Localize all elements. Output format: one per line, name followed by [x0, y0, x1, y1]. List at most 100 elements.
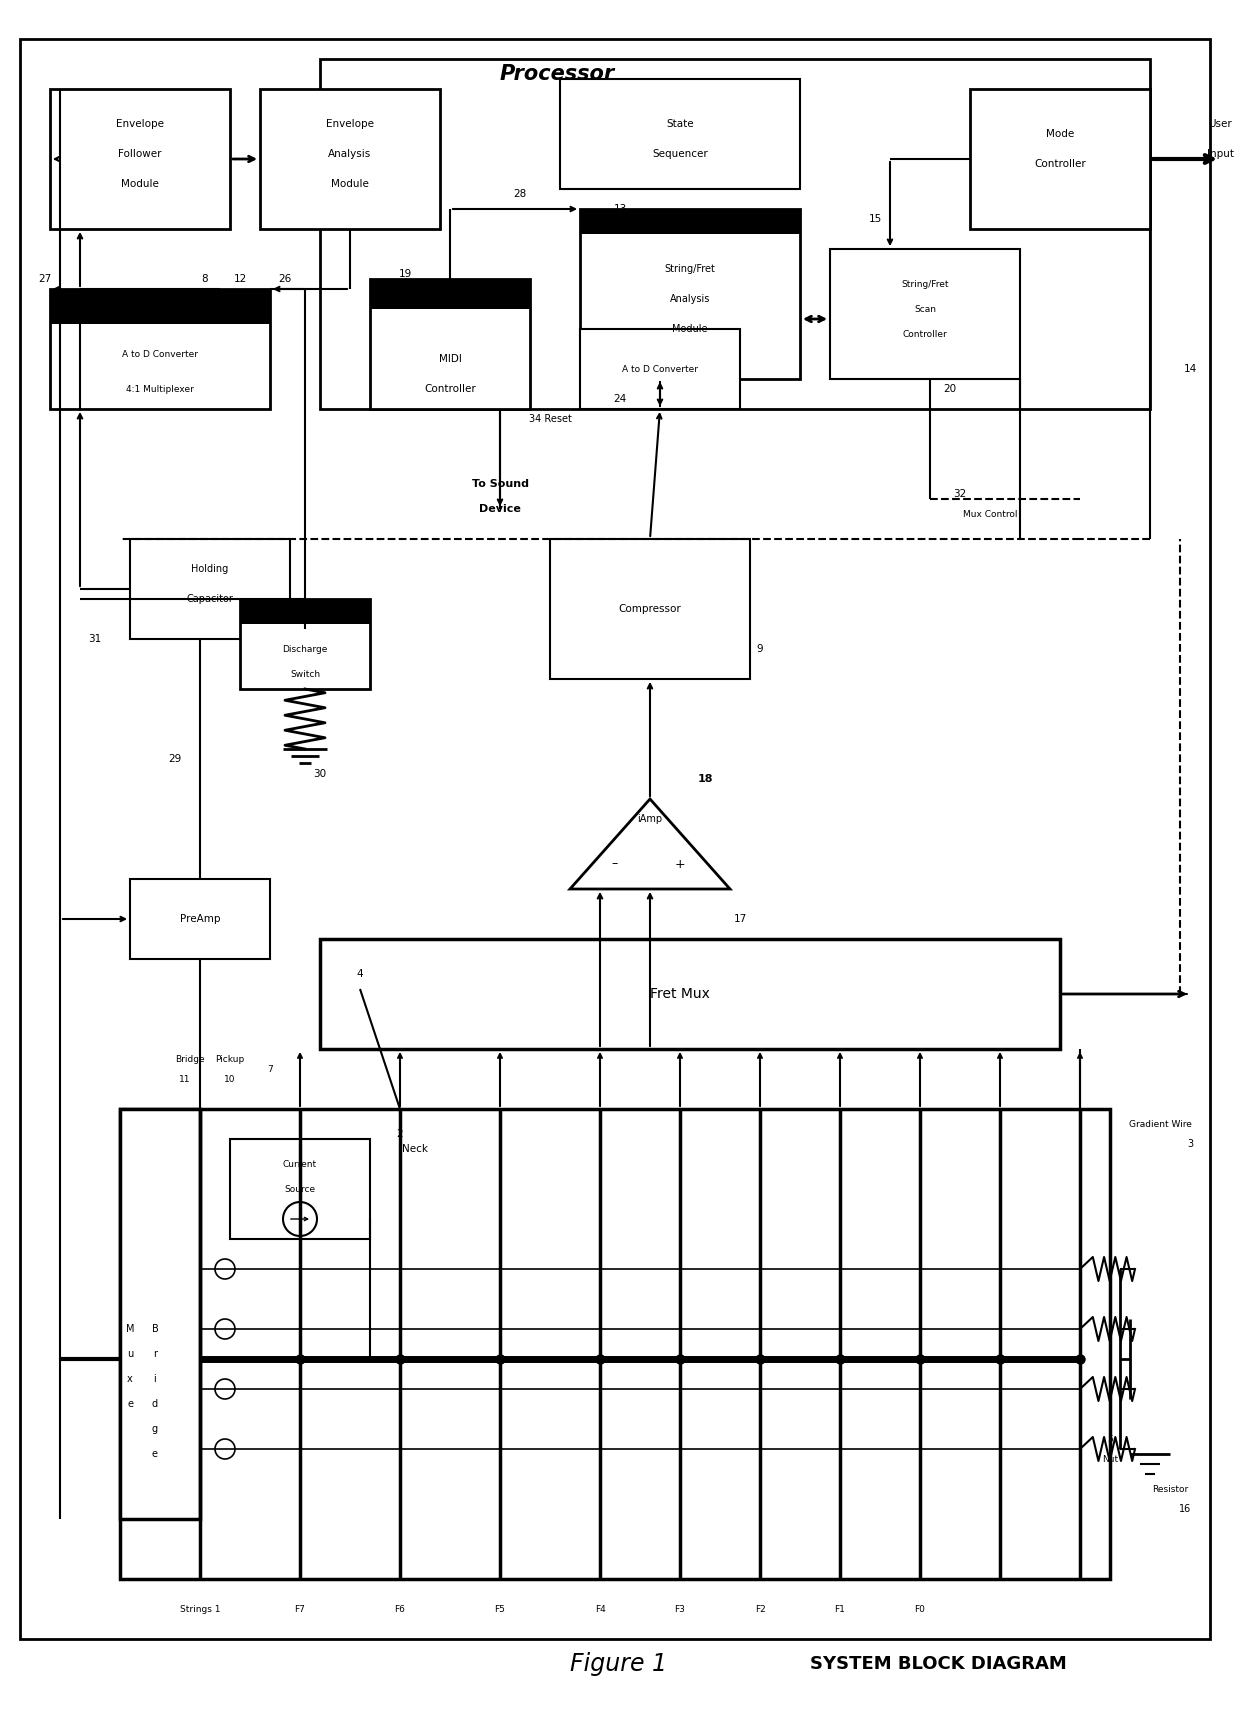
Text: Figure 1: Figure 1 — [570, 1652, 667, 1676]
Bar — [320, 939, 1060, 1049]
Bar — [551, 540, 750, 679]
Bar — [320, 58, 1149, 409]
Text: Analysis: Analysis — [670, 294, 711, 304]
Text: 2: 2 — [397, 1129, 403, 1140]
Bar — [241, 598, 370, 689]
Text: Switch: Switch — [290, 669, 320, 679]
Bar — [970, 89, 1149, 229]
Text: 18: 18 — [697, 774, 713, 784]
Text: 10: 10 — [224, 1074, 236, 1083]
Text: Pickup: Pickup — [216, 1054, 244, 1064]
Text: F7: F7 — [295, 1604, 305, 1614]
Text: F5: F5 — [495, 1604, 506, 1614]
Text: Module: Module — [672, 323, 708, 333]
Bar — [50, 289, 270, 409]
Text: F0: F0 — [915, 1604, 925, 1614]
Text: 11: 11 — [180, 1074, 191, 1083]
Text: Module: Module — [331, 179, 370, 189]
Text: To Sound: To Sound — [471, 480, 528, 488]
Text: Device: Device — [479, 504, 521, 514]
Text: 8: 8 — [202, 273, 208, 284]
Bar — [560, 79, 800, 189]
Bar — [120, 1109, 1110, 1580]
Bar — [370, 278, 529, 409]
Text: r: r — [153, 1349, 157, 1360]
Text: F3: F3 — [675, 1604, 686, 1614]
Text: d: d — [153, 1399, 157, 1410]
Text: +: + — [675, 858, 686, 870]
Text: 16: 16 — [1179, 1504, 1192, 1514]
Text: String/Fret: String/Fret — [665, 265, 715, 273]
Text: Discharge: Discharge — [283, 645, 327, 653]
Text: Holding: Holding — [191, 564, 228, 574]
Bar — [241, 598, 370, 624]
Text: g: g — [153, 1423, 157, 1434]
Text: 29: 29 — [169, 755, 181, 763]
Text: x: x — [128, 1373, 133, 1384]
Polygon shape — [570, 799, 730, 889]
Text: 5: 5 — [1107, 1434, 1112, 1444]
Text: Resistor: Resistor — [1152, 1485, 1188, 1494]
Text: F4: F4 — [595, 1604, 605, 1614]
Text: 14: 14 — [1183, 364, 1197, 375]
Text: F1: F1 — [835, 1604, 846, 1614]
Text: 17: 17 — [733, 915, 746, 925]
Text: 12: 12 — [233, 273, 247, 284]
Text: u: u — [126, 1349, 133, 1360]
Text: State: State — [666, 119, 694, 129]
Text: 7: 7 — [267, 1064, 273, 1073]
Bar — [130, 540, 290, 639]
Text: Module: Module — [122, 179, 159, 189]
Bar — [50, 89, 229, 229]
Text: M: M — [125, 1324, 134, 1334]
Text: 26: 26 — [278, 273, 291, 284]
Text: User: User — [1208, 119, 1231, 129]
Text: Controller: Controller — [1034, 158, 1086, 168]
Text: Mode: Mode — [1045, 129, 1074, 139]
Text: Nut: Nut — [1102, 1454, 1118, 1463]
Text: 9: 9 — [756, 645, 764, 653]
Text: 3: 3 — [1187, 1140, 1193, 1148]
Text: String/Fret: String/Fret — [901, 280, 949, 289]
Text: 13: 13 — [614, 205, 626, 213]
Text: Analysis: Analysis — [329, 150, 372, 158]
Text: 27: 27 — [38, 273, 52, 284]
Text: 28: 28 — [513, 189, 527, 199]
Text: A to D Converter: A to D Converter — [622, 364, 698, 373]
Text: 4: 4 — [357, 970, 363, 980]
Text: Envelope: Envelope — [326, 119, 374, 129]
Text: Follower: Follower — [118, 150, 161, 158]
Text: Source: Source — [284, 1184, 315, 1193]
Text: Fret Mux: Fret Mux — [650, 987, 711, 1000]
Text: MIDI: MIDI — [439, 354, 461, 364]
Text: Sequencer: Sequencer — [652, 150, 708, 158]
Text: A to D Converter: A to D Converter — [122, 349, 198, 359]
Text: Current: Current — [283, 1160, 317, 1169]
Text: Envelope: Envelope — [117, 119, 164, 129]
Text: Strings 1: Strings 1 — [180, 1604, 221, 1614]
Bar — [260, 89, 440, 229]
Text: Controller: Controller — [903, 330, 947, 339]
Text: 19: 19 — [398, 268, 412, 278]
Bar — [50, 289, 270, 323]
Text: 34 Reset: 34 Reset — [528, 414, 572, 425]
Bar — [130, 878, 270, 959]
Text: –: – — [611, 858, 618, 870]
Text: i: i — [154, 1373, 156, 1384]
Text: Scan: Scan — [914, 304, 936, 313]
Text: Neck: Neck — [402, 1145, 428, 1153]
Text: iAmp: iAmp — [637, 815, 662, 823]
Text: Input: Input — [1207, 150, 1234, 158]
Text: 15: 15 — [868, 213, 882, 223]
Text: e: e — [126, 1399, 133, 1410]
Text: e: e — [153, 1449, 157, 1459]
Text: 20: 20 — [944, 383, 956, 394]
Bar — [580, 328, 740, 409]
Text: Capacitor: Capacitor — [186, 595, 233, 603]
Bar — [580, 210, 800, 378]
Bar — [370, 278, 529, 309]
Text: Bridge: Bridge — [175, 1054, 205, 1064]
Bar — [120, 1109, 200, 1520]
Text: F6: F6 — [394, 1604, 405, 1614]
Bar — [580, 210, 800, 234]
